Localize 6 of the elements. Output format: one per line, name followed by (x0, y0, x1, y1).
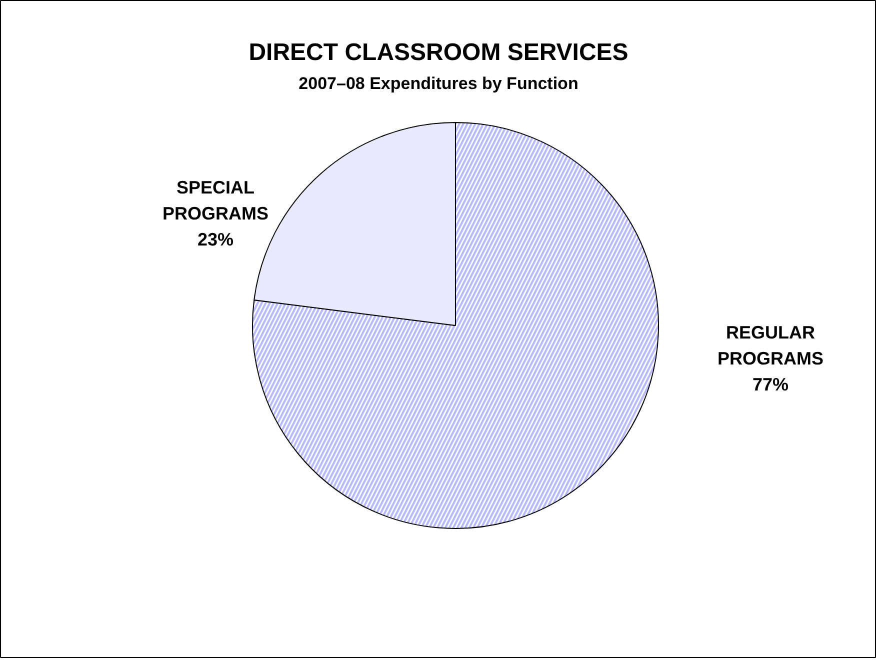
chart-subtitle: 2007–08 Expenditures by Function (298, 74, 578, 93)
data-label: 77% (752, 374, 789, 394)
chart-title: DIRECT CLASSROOM SERVICES (248, 39, 628, 66)
slice-label: REGULAR PROGRAMS (718, 322, 824, 368)
slice-label: SPECIAL PROGRAMS (162, 178, 269, 224)
data-label: 23% (197, 230, 234, 250)
